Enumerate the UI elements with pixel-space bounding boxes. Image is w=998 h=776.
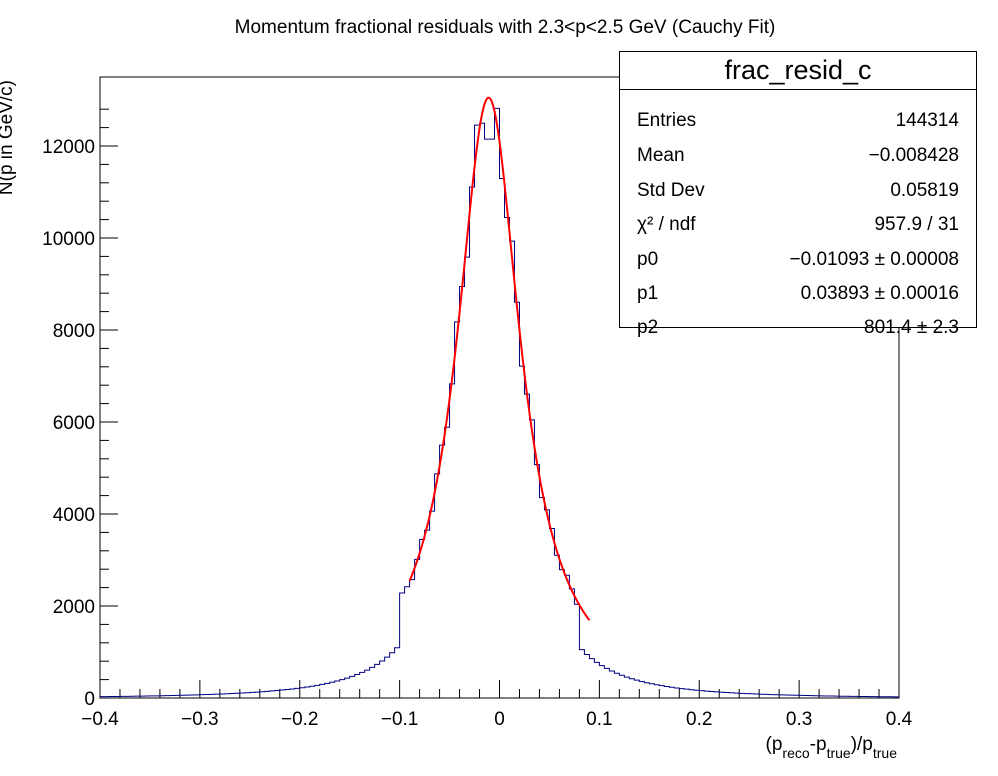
x-tick-label: −0.2 (281, 709, 319, 730)
chart-title: Momentum fractional residuals with 2.3<p… (235, 17, 776, 38)
x-tick-label: −0.4 (81, 709, 119, 730)
stats-value: 957.9 / 31 (874, 214, 959, 235)
stats-label: Std Dev (637, 180, 705, 201)
stats-label: Entries (637, 110, 697, 131)
stats-row-p1: p1 0.03893 ± 0.00016 (637, 277, 959, 311)
x-tick-label: 0.2 (686, 709, 712, 730)
stats-row-p0: p0 −0.01093 ± 0.00008 (637, 243, 959, 277)
stats-row-mean: Mean −0.008428 (637, 139, 959, 173)
x-tick-label: 0.1 (586, 709, 612, 730)
y-tick-label: 0 (84, 689, 95, 710)
x-tick-label: −0.3 (181, 709, 219, 730)
stats-label: p0 (637, 249, 659, 270)
x-tick-label: −0.1 (381, 709, 419, 730)
stats-value: 801.4 ± 2.3 (864, 317, 959, 338)
x-tick-label: 0.4 (886, 709, 913, 730)
y-tick-label: 2000 (53, 597, 95, 618)
y-tick-label: 8000 (53, 321, 95, 342)
stats-value: 144314 (895, 110, 959, 131)
stats-label: p2 (637, 317, 659, 338)
y-tick-label: 12000 (42, 137, 95, 158)
stats-value: −0.008428 (868, 145, 959, 166)
stats-row-stddev: Std Dev 0.05819 (637, 174, 959, 208)
stats-value: 0.05819 (890, 180, 959, 201)
y-tick-label: 10000 (42, 229, 95, 250)
x-tick-label: 0.3 (786, 709, 812, 730)
y-tick-label: 6000 (53, 413, 95, 434)
y-tick-label: 4000 (53, 505, 95, 526)
stats-title: frac_resid_c (620, 52, 976, 90)
cauchy-fit-curve (408, 96, 591, 621)
stats-value: 0.03893 ± 0.00016 (800, 283, 959, 304)
stats-row-entries: Entries 144314 (637, 104, 959, 138)
stats-row-chi2: χ² / ndf 957.9 / 31 (637, 208, 959, 242)
stats-label: p1 (637, 283, 659, 304)
y-axis-title: N(p in GeV/c) (0, 80, 17, 195)
stats-value: −0.01093 ± 0.00008 (789, 249, 959, 270)
histogram-series (100, 107, 899, 698)
stats-label: Mean (637, 145, 685, 166)
stats-label: χ² / ndf (637, 214, 696, 235)
stats-row-p2: p2 801.4 ± 2.3 (637, 311, 959, 345)
x-axis-title: (preco-ptrue)/ptrue (766, 734, 898, 761)
x-tick-labels: −0.4 −0.3 −0.2 −0.1 0 0.1 0.2 0.3 0.4 (81, 709, 912, 730)
x-tick-label: 0 (494, 709, 505, 730)
stats-box: frac_resid_c Entries 144314 Mean −0.0084… (619, 51, 977, 338)
y-tick-labels: 0 2000 4000 6000 8000 10000 12000 (42, 137, 95, 710)
